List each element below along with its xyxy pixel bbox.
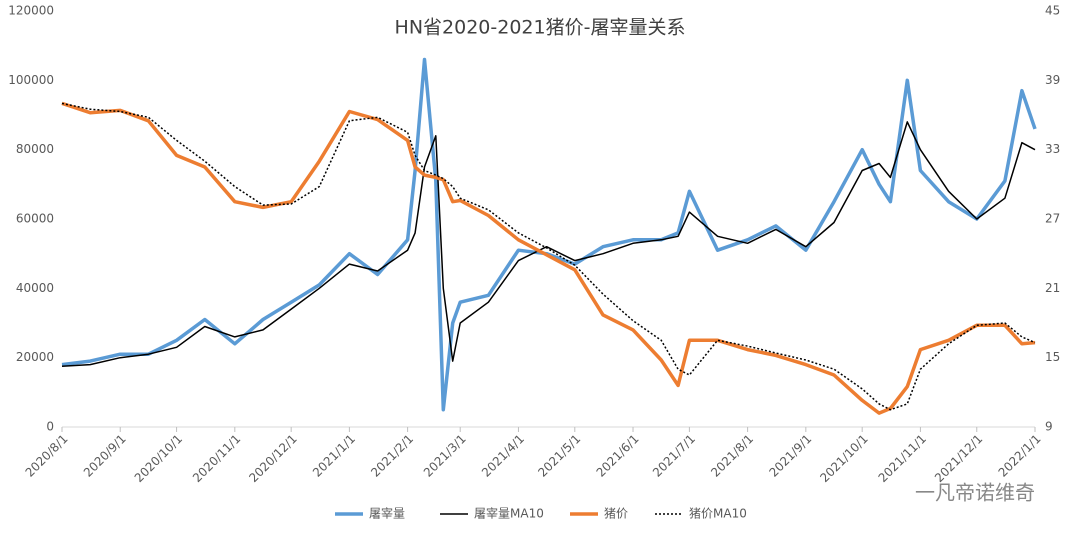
y-tick-label: 20000 bbox=[16, 350, 54, 364]
series-line bbox=[61, 121, 1036, 368]
series-line bbox=[61, 102, 1036, 411]
y2-tick-label: 39 bbox=[1045, 73, 1060, 87]
legend-label: 屠宰量MA10 bbox=[474, 506, 544, 521]
legend-label: 猪价 bbox=[604, 507, 628, 521]
y2-tick-label: 33 bbox=[1045, 142, 1060, 156]
series-line bbox=[61, 101, 1036, 415]
y2-tick-label: 21 bbox=[1045, 281, 1060, 295]
y-tick-label: 100000 bbox=[8, 73, 54, 87]
y2-tick-label: 9 bbox=[1045, 420, 1053, 434]
chart-title: HN省2020-2021猪价-屠宰量关系 bbox=[395, 17, 686, 39]
y-tick-label: 0 bbox=[46, 420, 54, 434]
y2-tick-label: 15 bbox=[1045, 350, 1060, 364]
watermark: 一凡帝诺维奇 bbox=[915, 481, 1035, 505]
y2-tick-label: 45 bbox=[1045, 4, 1060, 18]
legend-label: 猪价MA10 bbox=[689, 507, 747, 521]
y-tick-label: 60000 bbox=[16, 212, 54, 226]
y-tick-label: 80000 bbox=[16, 142, 54, 156]
y-tick-label: 120000 bbox=[8, 4, 54, 18]
y-tick-label: 40000 bbox=[16, 281, 54, 295]
legend-label: 屠宰量 bbox=[369, 506, 405, 521]
y2-tick-label: 27 bbox=[1045, 212, 1060, 226]
